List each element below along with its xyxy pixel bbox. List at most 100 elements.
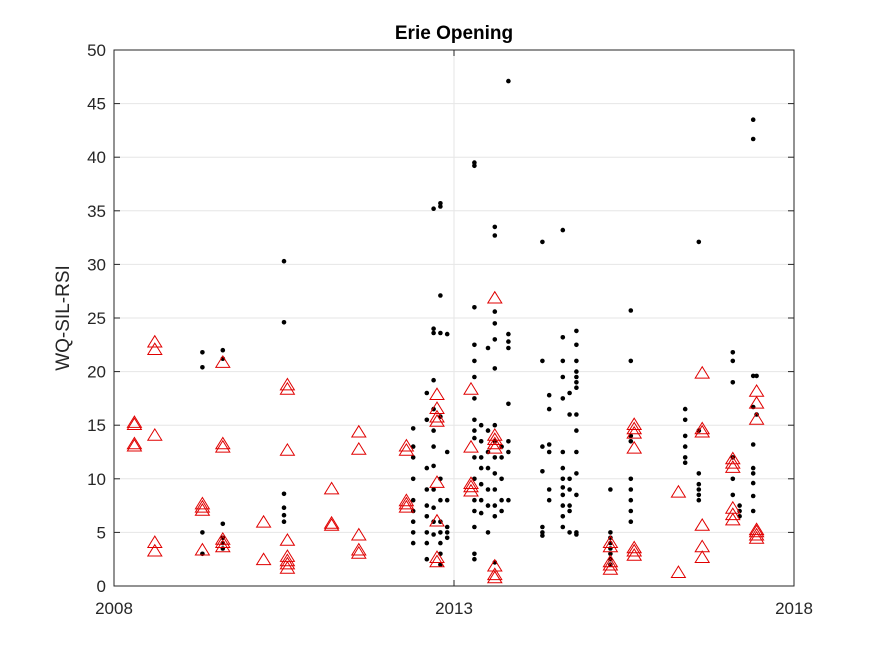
data-point-triangle	[724, 460, 741, 473]
data-point-triangle	[694, 550, 711, 563]
axis-ticks: 0 5 10 15 20 25 30 35 40 45 50 2008 2013 2018	[87, 41, 813, 618]
data-point-dot	[431, 428, 436, 433]
data-point-dot	[485, 428, 491, 433]
data-point-dot	[478, 481, 484, 487]
data-point-triangle	[279, 442, 296, 456]
data-point-dot	[567, 530, 572, 535]
data-point-triangle	[429, 513, 445, 527]
data-point-dot	[730, 358, 736, 364]
data-point-dot	[444, 530, 450, 535]
data-point-triangle	[255, 552, 272, 566]
data-point-dot	[608, 551, 613, 557]
data-point-triangle	[398, 499, 415, 513]
data-point-dot	[444, 449, 450, 455]
data-point-triangle	[350, 542, 367, 556]
data-point-dot	[478, 439, 484, 444]
data-point-dot	[574, 492, 579, 498]
data-point-dot	[200, 350, 205, 355]
data-point-triangle	[126, 436, 143, 450]
data-point-triangle	[486, 570, 503, 584]
data-point-dot	[492, 309, 498, 314]
data-point-triangle	[279, 381, 296, 395]
data-point-dot	[478, 465, 484, 471]
data-point-dot	[424, 514, 430, 519]
data-point-dot	[472, 305, 477, 310]
data-point-triangle	[350, 527, 367, 541]
data-point-dot	[546, 406, 552, 412]
y-tick-label: 35	[87, 202, 106, 221]
data-point-dot	[546, 442, 552, 447]
data-point-dot	[431, 463, 436, 469]
data-point-triangle	[748, 527, 765, 541]
data-point-dot	[567, 508, 572, 514]
data-point-dot	[200, 530, 205, 535]
data-point-dot	[444, 524, 450, 530]
data-point-dot	[424, 540, 430, 546]
triangle-series	[126, 290, 765, 584]
data-point-dot	[281, 519, 287, 524]
data-point-triangle	[602, 557, 619, 571]
data-point-dot	[750, 465, 756, 471]
data-point-dot	[485, 345, 491, 351]
data-point-dot	[540, 239, 545, 245]
data-point-dot	[506, 331, 511, 337]
data-point-dot	[750, 136, 756, 142]
data-point-dot	[281, 320, 287, 325]
data-point-dot	[546, 497, 552, 503]
data-point-triangle	[602, 539, 619, 553]
data-point-dot	[546, 392, 552, 398]
data-point-dot	[574, 369, 579, 374]
data-point-triangle	[694, 365, 711, 379]
data-point-dot	[628, 497, 634, 503]
data-point-dot	[472, 551, 477, 557]
data-point-triangle	[146, 543, 163, 557]
data-point-dot	[560, 503, 566, 508]
data-point-dot	[628, 476, 634, 482]
y-tick-label: 30	[87, 255, 106, 274]
data-point-dot	[431, 206, 436, 211]
data-point-dot	[506, 439, 511, 444]
data-point-dot	[540, 469, 545, 474]
data-point-dot	[410, 444, 416, 449]
data-point-dot	[628, 519, 634, 524]
data-point-triangle	[486, 432, 503, 445]
data-point-triangle	[724, 455, 741, 469]
data-point-triangle	[486, 436, 503, 450]
data-point-triangle	[748, 395, 765, 409]
data-point-triangle	[429, 409, 445, 423]
data-point-dot	[628, 508, 634, 514]
data-point-triangle	[255, 514, 272, 528]
data-point-triangle	[748, 522, 765, 536]
data-point-dot	[730, 476, 736, 482]
data-point-triangle	[463, 479, 479, 493]
data-point-dot	[608, 487, 613, 492]
y-tick-label: 10	[87, 470, 106, 489]
data-point-triangle	[126, 438, 143, 452]
data-point-dot	[560, 396, 566, 401]
data-point-dot	[574, 385, 579, 391]
data-point-dot	[499, 508, 504, 514]
y-tick-label: 50	[87, 41, 106, 60]
data-point-triangle	[146, 342, 163, 355]
data-point-dot	[730, 380, 736, 385]
data-point-dot	[574, 428, 579, 433]
data-point-triangle	[748, 411, 765, 425]
data-point-dot	[424, 465, 430, 471]
data-point-dot	[506, 339, 511, 344]
data-point-dot	[485, 503, 491, 508]
data-point-dot	[567, 390, 572, 396]
data-point-triangle	[724, 512, 741, 526]
data-point-dot	[281, 505, 287, 511]
grid-lines	[114, 50, 794, 586]
data-point-dot	[478, 422, 484, 428]
data-point-dot	[472, 455, 477, 460]
data-point-dot	[438, 530, 443, 535]
data-point-triangle	[748, 524, 765, 538]
data-point-dot	[485, 487, 491, 492]
data-point-dot	[608, 535, 613, 541]
data-point-triangle	[146, 427, 163, 441]
data-point-dot	[499, 476, 504, 482]
data-point-triangle	[146, 334, 163, 348]
data-point-dot	[472, 374, 477, 380]
